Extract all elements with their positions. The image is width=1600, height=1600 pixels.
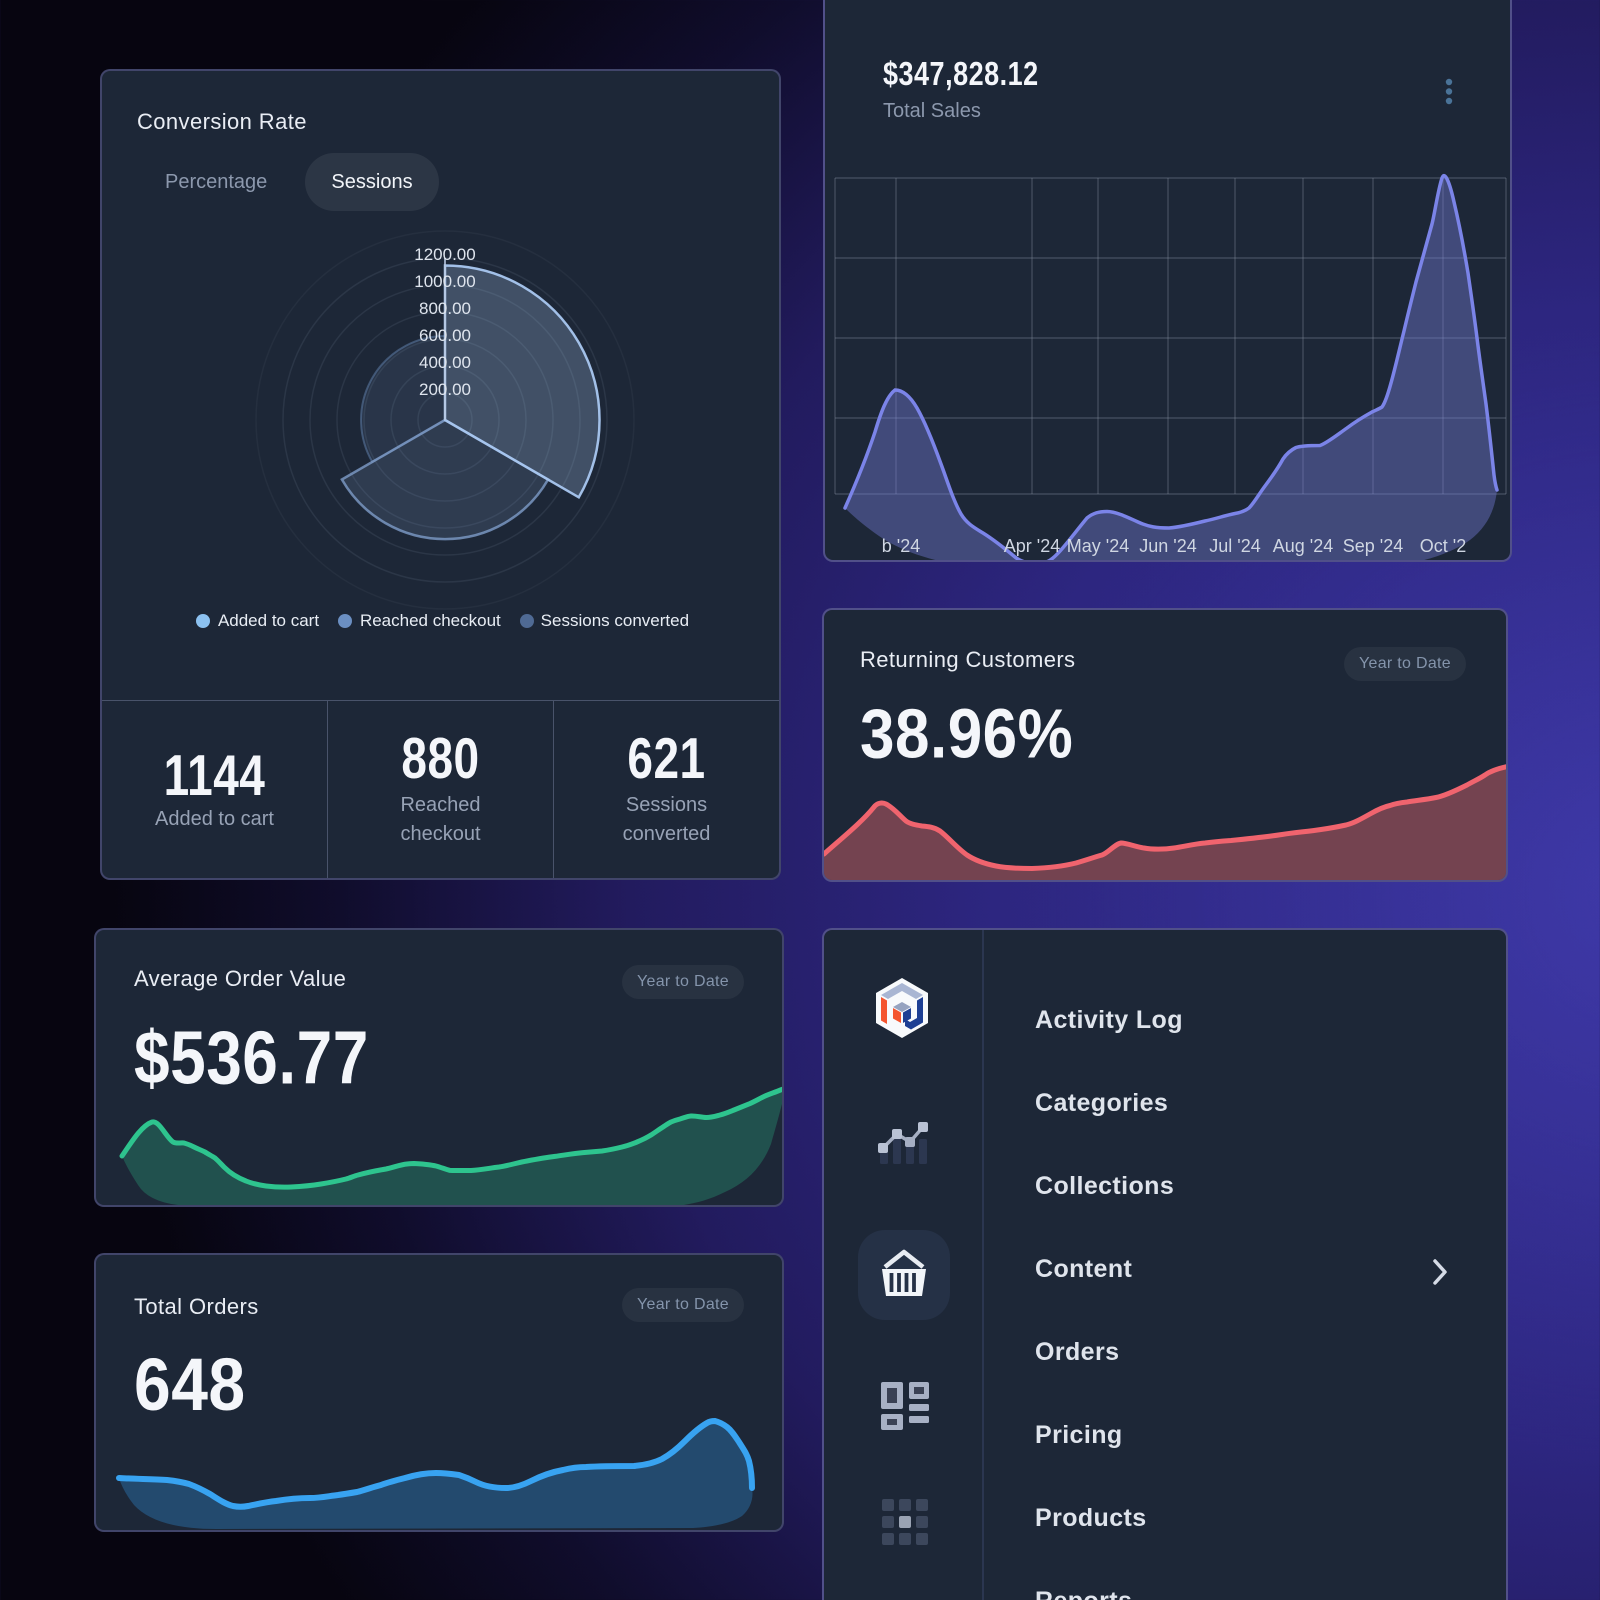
svg-text:Sep '24: Sep '24 <box>1343 536 1404 556</box>
svg-text:600.00: 600.00 <box>419 326 471 345</box>
svg-text:b '24: b '24 <box>882 536 920 556</box>
svg-text:800.00: 800.00 <box>419 299 471 318</box>
svg-text:Apr '24: Apr '24 <box>1004 536 1060 556</box>
svg-text:May '24: May '24 <box>1067 536 1129 556</box>
svg-text:Jul '24: Jul '24 <box>1209 536 1260 556</box>
svg-text:Jun '24: Jun '24 <box>1139 536 1196 556</box>
svg-text:400.00: 400.00 <box>419 353 471 372</box>
svg-text:200.00: 200.00 <box>419 380 471 399</box>
svg-text:Oct '2: Oct '2 <box>1420 536 1466 556</box>
svg-text:Aug '24: Aug '24 <box>1273 536 1334 556</box>
svg-text:1200.00: 1200.00 <box>414 245 475 264</box>
svg-text:1000.00: 1000.00 <box>414 272 475 291</box>
